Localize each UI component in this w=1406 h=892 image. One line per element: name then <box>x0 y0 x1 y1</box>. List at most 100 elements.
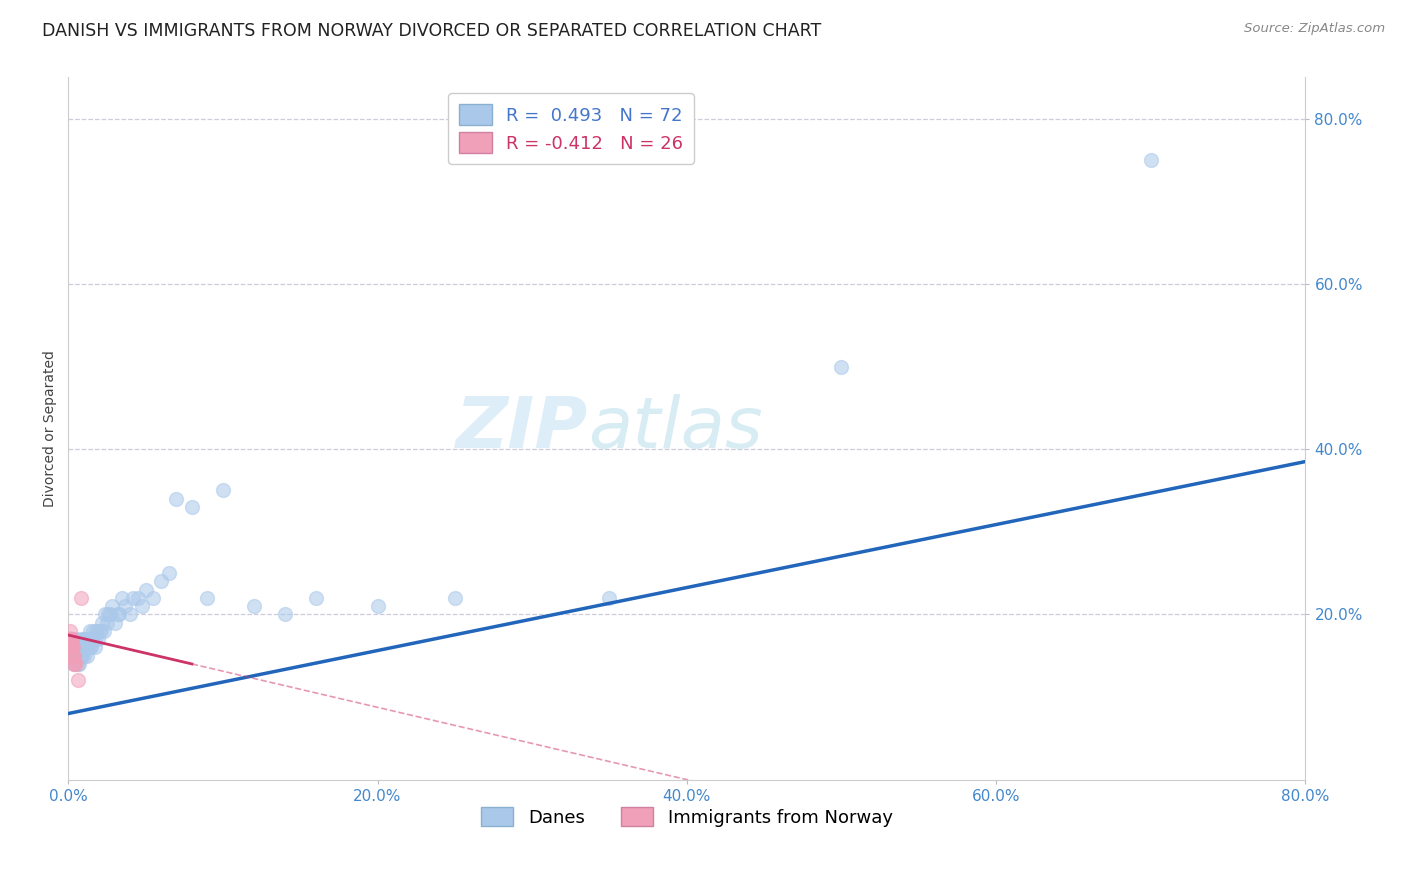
Point <box>63 657 86 671</box>
Point <box>86 632 108 647</box>
Point <box>80 640 103 655</box>
Point <box>59 640 82 655</box>
Point <box>66 673 89 688</box>
Point <box>122 591 145 605</box>
Point <box>75 632 97 647</box>
Point <box>1139 153 1161 167</box>
Point <box>65 640 87 655</box>
Point <box>63 657 86 671</box>
Legend: Danes, Immigrants from Norway: Danes, Immigrants from Norway <box>474 799 900 834</box>
Point <box>598 591 620 605</box>
Point <box>108 607 131 622</box>
Point <box>77 640 100 655</box>
Point <box>142 591 165 605</box>
Point <box>89 624 111 638</box>
Point <box>181 500 204 514</box>
Point <box>111 591 134 605</box>
Point <box>69 632 91 647</box>
Point <box>59 632 82 647</box>
Point <box>66 657 89 671</box>
Point <box>83 632 105 647</box>
Point <box>94 607 117 622</box>
Point <box>100 599 122 614</box>
Point <box>58 640 80 655</box>
Point <box>62 640 84 655</box>
Text: Source: ZipAtlas.com: Source: ZipAtlas.com <box>1244 22 1385 36</box>
Point <box>367 599 389 614</box>
Point <box>83 640 105 655</box>
Point <box>97 607 120 622</box>
Point <box>104 615 127 630</box>
Point <box>59 632 82 647</box>
Point <box>82 624 104 638</box>
Point <box>69 640 91 655</box>
Point <box>65 648 87 663</box>
Point <box>59 640 82 655</box>
Text: DANISH VS IMMIGRANTS FROM NORWAY DIVORCED OR SEPARATED CORRELATION CHART: DANISH VS IMMIGRANTS FROM NORWAY DIVORCE… <box>42 22 821 40</box>
Point <box>62 648 84 663</box>
Point <box>60 640 83 655</box>
Point <box>67 640 90 655</box>
Point <box>197 591 219 605</box>
Point <box>59 632 82 647</box>
Point <box>59 624 82 638</box>
Point <box>62 657 84 671</box>
Point <box>73 632 96 647</box>
Point <box>66 648 89 663</box>
Point <box>243 599 266 614</box>
Point <box>107 607 129 622</box>
Point <box>114 599 136 614</box>
Point <box>59 632 82 647</box>
Point <box>69 648 91 663</box>
Point <box>62 640 84 655</box>
Point <box>150 574 173 589</box>
Point <box>58 632 80 647</box>
Point <box>157 566 180 580</box>
Point <box>69 591 91 605</box>
Point <box>65 632 87 647</box>
Point <box>62 648 84 663</box>
Point <box>79 640 101 655</box>
Point <box>60 648 83 663</box>
Point <box>70 648 93 663</box>
Point <box>98 607 121 622</box>
Point <box>63 648 86 663</box>
Point <box>77 632 100 647</box>
Point <box>135 582 157 597</box>
Point <box>65 657 87 671</box>
Point <box>274 607 297 622</box>
Point <box>63 640 86 655</box>
Point <box>305 591 328 605</box>
Point <box>127 591 149 605</box>
Point <box>60 632 83 647</box>
Point <box>65 648 87 663</box>
Point <box>91 615 114 630</box>
Point <box>60 640 83 655</box>
Point <box>79 624 101 638</box>
Point <box>830 359 852 374</box>
Point <box>75 640 97 655</box>
Point <box>166 491 188 506</box>
Point <box>66 640 89 655</box>
Point <box>443 591 465 605</box>
Point <box>120 607 142 622</box>
Point <box>60 640 83 655</box>
Point <box>80 632 103 647</box>
Point <box>76 648 98 663</box>
Point <box>60 640 83 655</box>
Point <box>60 632 83 647</box>
Point <box>70 640 93 655</box>
Point <box>73 648 96 663</box>
Point <box>67 648 90 663</box>
Point <box>90 624 112 638</box>
Point <box>76 640 98 655</box>
Point <box>212 483 235 498</box>
Point <box>67 657 90 671</box>
Point <box>93 624 115 638</box>
Point <box>84 624 107 638</box>
Point <box>59 632 82 647</box>
Y-axis label: Divorced or Separated: Divorced or Separated <box>44 350 58 507</box>
Point <box>131 599 153 614</box>
Point <box>96 615 118 630</box>
Point <box>62 648 84 663</box>
